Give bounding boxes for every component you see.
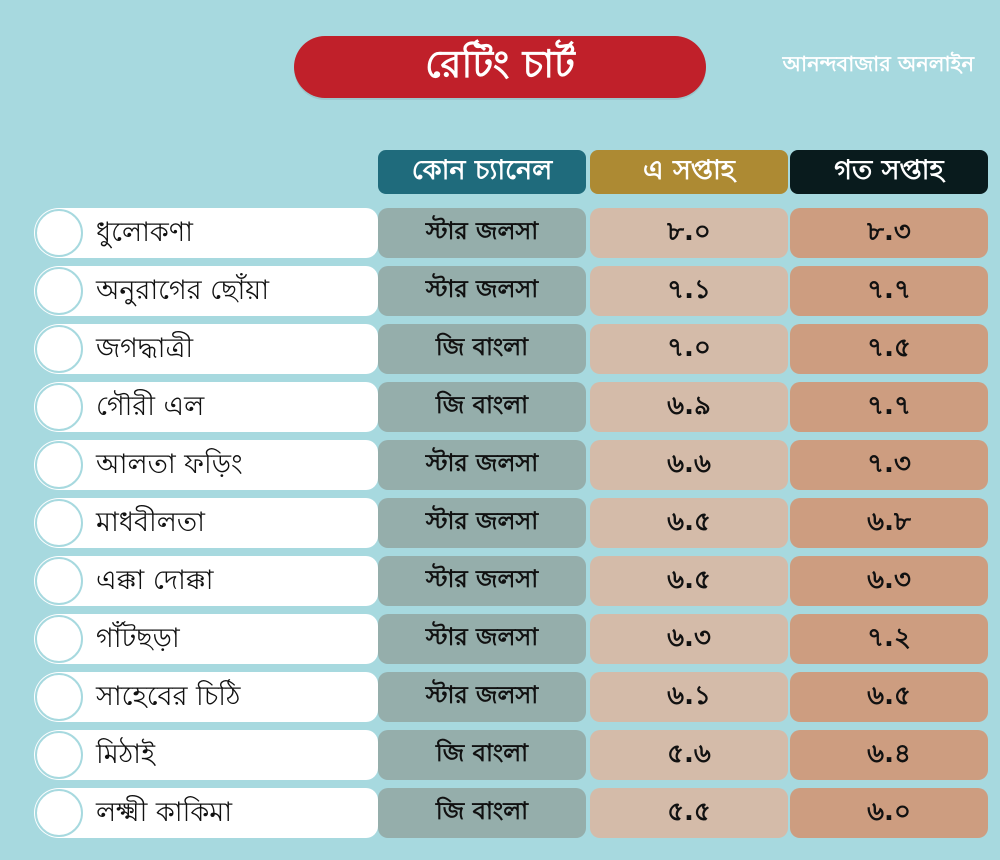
this-week-rating: ৭.১ — [590, 266, 788, 316]
last-week-rating: ৭.৫ — [790, 324, 988, 374]
channel-cell: জি বাংলা — [378, 730, 586, 780]
this-week-rating: ৬.৯ — [590, 382, 788, 432]
serial-name: সাহেবের চিঠি — [96, 681, 241, 712]
last-week-rating: ৬.৪ — [790, 730, 988, 780]
table-row: মাধবীলতা স্টার জলসা ৬.৫ ৬.৮ — [0, 498, 1000, 556]
this-week-rating: ৬.৫ — [590, 498, 788, 548]
row-bullet-circle — [35, 441, 83, 489]
last-week-rating: ৬.০ — [790, 788, 988, 838]
serial-name: জগদ্ধাত্রী — [96, 333, 194, 364]
header-last-week: গত সপ্তাহ — [790, 150, 988, 194]
serial-name: গৌরী এল — [96, 391, 205, 422]
table-row: গাঁটছড়া স্টার জলসা ৬.৩ ৭.২ — [0, 614, 1000, 672]
last-week-rating: ৮.৩ — [790, 208, 988, 258]
serial-name-cell: এক্কা দোক্কা — [34, 556, 378, 606]
this-week-rating: ৬.৬ — [590, 440, 788, 490]
channel-cell: স্টার জলসা — [378, 208, 586, 258]
this-week-rating: ৭.০ — [590, 324, 788, 374]
channel-cell: জি বাংলা — [378, 788, 586, 838]
table-row: মিঠাই জি বাংলা ৫.৬ ৬.৪ — [0, 730, 1000, 788]
brand-logo-text: আনন্দবাজার অনলাইন — [782, 51, 974, 76]
this-week-rating: ৬.৫ — [590, 556, 788, 606]
row-bullet-circle — [35, 731, 83, 779]
channel-cell: স্টার জলসা — [378, 498, 586, 548]
serial-name: লক্ষ্মী কাকিমা — [96, 797, 233, 828]
row-bullet-circle — [35, 209, 83, 257]
this-week-rating: ৫.৫ — [590, 788, 788, 838]
serial-name-cell: মাধবীলতা — [34, 498, 378, 548]
table-row: আলতা ফড়িং স্টার জলসা ৬.৬ ৭.৩ — [0, 440, 1000, 498]
serial-name-cell: লক্ষ্মী কাকিমা — [34, 788, 378, 838]
row-bullet-circle — [35, 383, 83, 431]
header-this-week: এ সপ্তাহ — [590, 150, 788, 194]
header-channel: কোন চ্যানেল — [378, 150, 586, 194]
row-bullet-circle — [35, 557, 83, 605]
channel-cell: স্টার জলসা — [378, 440, 586, 490]
row-bullet-circle — [35, 789, 83, 837]
this-week-rating: ৬.১ — [590, 672, 788, 722]
table-row: এক্কা দোক্কা স্টার জলসা ৬.৫ ৬.৩ — [0, 556, 1000, 614]
table-row: ধুলোকণা স্টার জলসা ৮.০ ৮.৩ — [0, 208, 1000, 266]
page-title: রেটিং চার্ট — [294, 36, 706, 98]
serial-name: এক্কা দোক্কা — [96, 565, 214, 596]
serial-name-cell: গৌরী এল — [34, 382, 378, 432]
last-week-rating: ৬.৮ — [790, 498, 988, 548]
channel-cell: স্টার জলসা — [378, 556, 586, 606]
serial-name-cell: অনুরাগের ছোঁয়া — [34, 266, 378, 316]
row-bullet-circle — [35, 673, 83, 721]
channel-cell: স্টার জলসা — [378, 266, 586, 316]
serial-name-cell: গাঁটছড়া — [34, 614, 378, 664]
serial-name: অনুরাগের ছোঁয়া — [96, 275, 270, 306]
serial-name-cell: জগদ্ধাত্রী — [34, 324, 378, 374]
last-week-rating: ৭.৩ — [790, 440, 988, 490]
serial-name-cell: সাহেবের চিঠি — [34, 672, 378, 722]
table-row: গৌরী এল জি বাংলা ৬.৯ ৭.৭ — [0, 382, 1000, 440]
serial-name-cell: আলতা ফড়িং — [34, 440, 378, 490]
row-bullet-circle — [35, 615, 83, 663]
page-title-text: রেটিং চার্ট — [425, 42, 575, 86]
channel-cell: জি বাংলা — [378, 382, 586, 432]
rating-table: ধুলোকণা স্টার জলসা ৮.০ ৮.৩ অনুরাগের ছোঁয়া স্… — [0, 208, 1000, 846]
last-week-rating: ৬.৫ — [790, 672, 988, 722]
serial-name: গাঁটছড়া — [96, 623, 180, 654]
serial-name-cell: ধুলোকণা — [34, 208, 378, 258]
this-week-rating: ৬.৩ — [590, 614, 788, 664]
row-bullet-circle — [35, 267, 83, 315]
channel-cell: জি বাংলা — [378, 324, 586, 374]
serial-name-cell: মিঠাই — [34, 730, 378, 780]
table-row: অনুরাগের ছোঁয়া স্টার জলসা ৭.১ ৭.৭ — [0, 266, 1000, 324]
serial-name: মাধবীলতা — [96, 507, 205, 538]
serial-name: ধুলোকণা — [96, 217, 193, 248]
serial-name: মিঠাই — [96, 739, 156, 770]
serial-name: আলতা ফড়িং — [96, 449, 243, 480]
this-week-rating: ৮.০ — [590, 208, 788, 258]
table-row: সাহেবের চিঠি স্টার জলসা ৬.১ ৬.৫ — [0, 672, 1000, 730]
this-week-rating: ৫.৬ — [590, 730, 788, 780]
channel-cell: স্টার জলসা — [378, 672, 586, 722]
last-week-rating: ৭.২ — [790, 614, 988, 664]
last-week-rating: ৭.৭ — [790, 266, 988, 316]
table-row: জগদ্ধাত্রী জি বাংলা ৭.০ ৭.৫ — [0, 324, 1000, 382]
table-row: লক্ষ্মী কাকিমা জি বাংলা ৫.৫ ৬.০ — [0, 788, 1000, 846]
last-week-rating: ৬.৩ — [790, 556, 988, 606]
last-week-rating: ৭.৭ — [790, 382, 988, 432]
row-bullet-circle — [35, 499, 83, 547]
channel-cell: স্টার জলসা — [378, 614, 586, 664]
row-bullet-circle — [35, 325, 83, 373]
